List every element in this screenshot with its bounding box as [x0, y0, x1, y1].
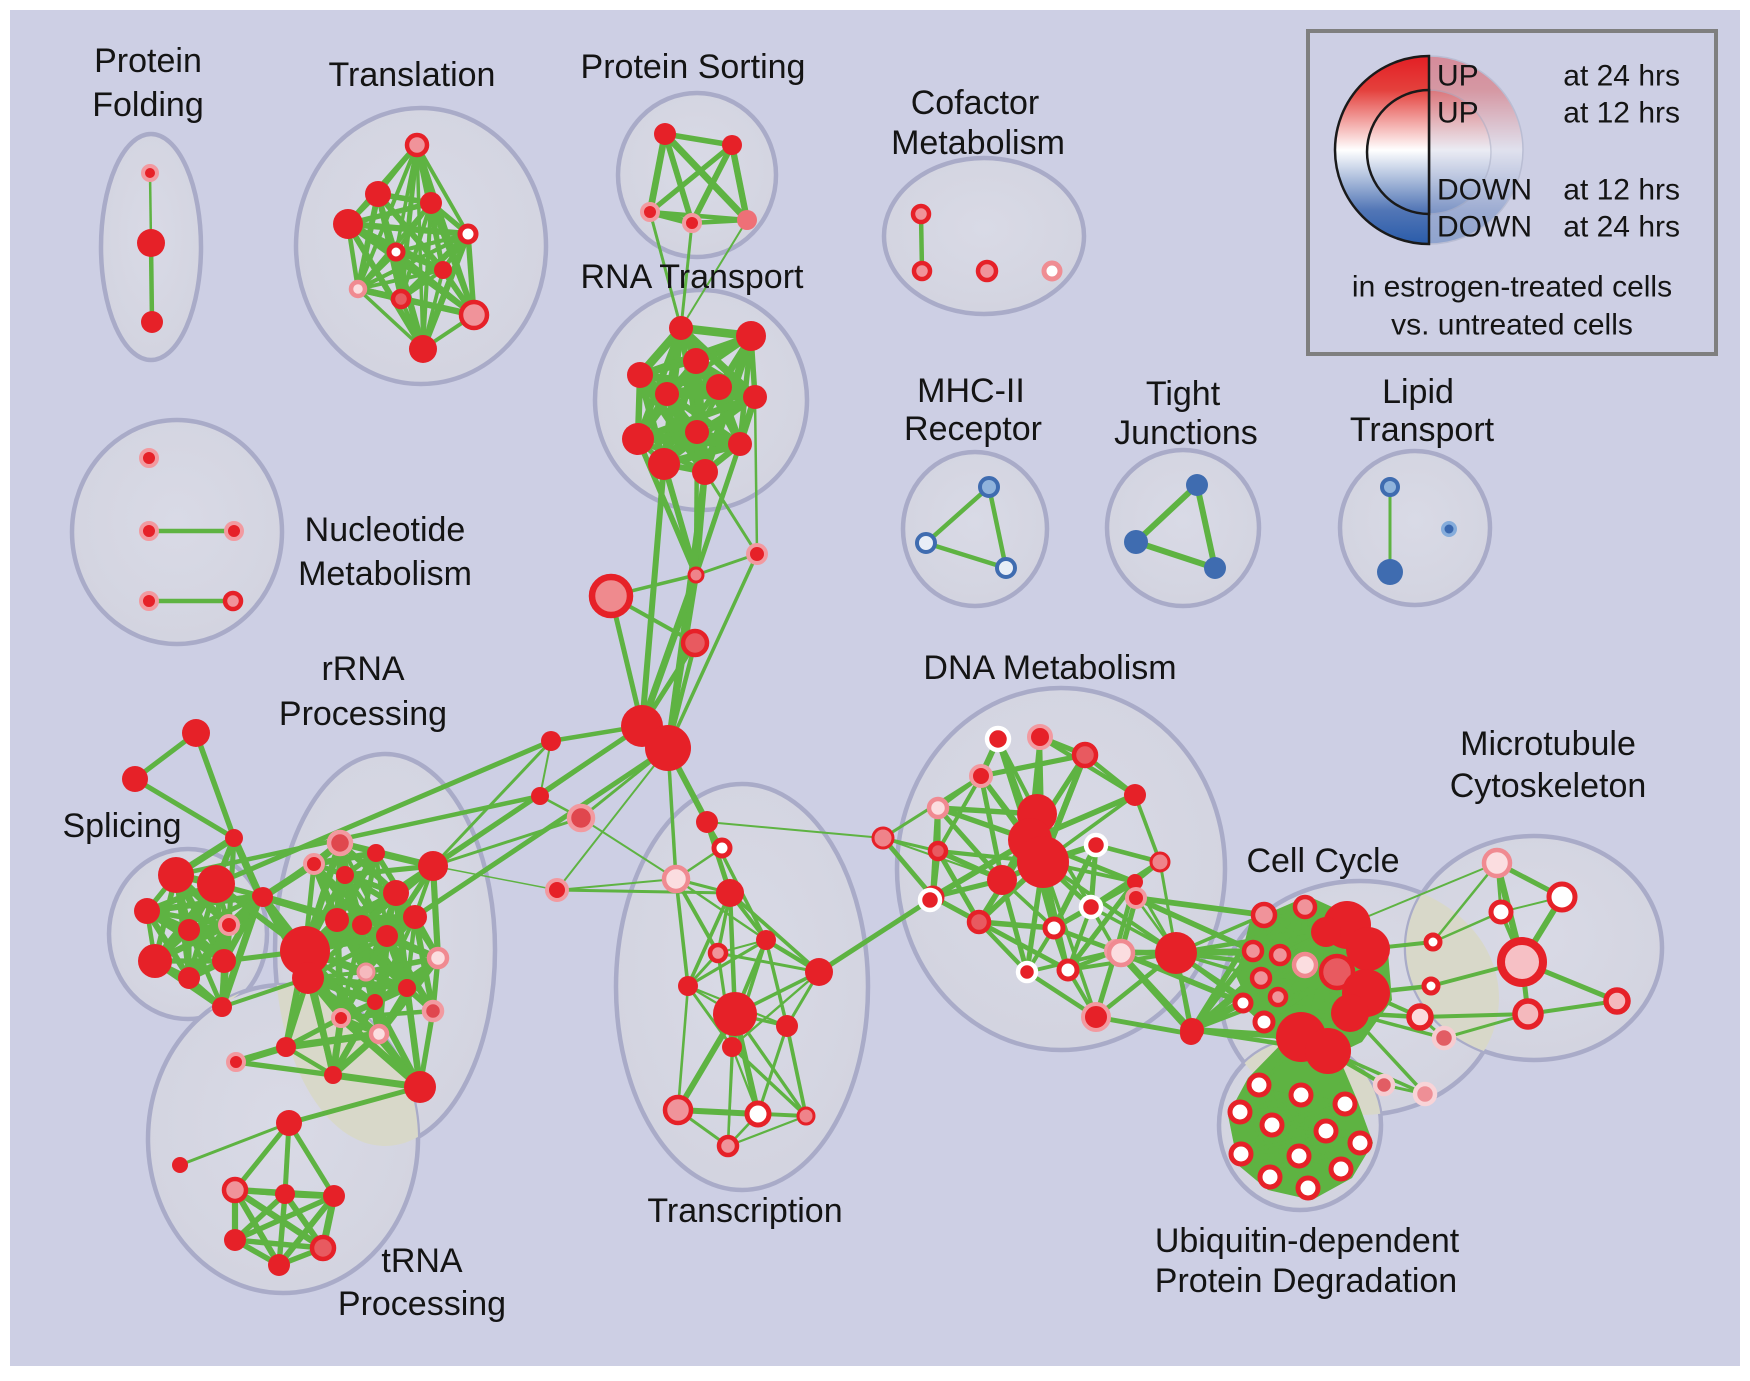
- svg-text:DOWN: DOWN: [1437, 174, 1532, 207]
- svg-text:Splicing: Splicing: [62, 807, 181, 845]
- svg-text:Protein: Protein: [94, 42, 202, 80]
- svg-text:Transport: Transport: [1350, 411, 1495, 449]
- svg-text:Ubiquitin-dependent: Ubiquitin-dependent: [1155, 1222, 1460, 1260]
- svg-text:DNA Metabolism: DNA Metabolism: [923, 649, 1176, 687]
- svg-text:Microtubule: Microtubule: [1460, 725, 1636, 763]
- svg-text:at 24 hrs: at 24 hrs: [1563, 60, 1680, 93]
- svg-text:Processing: Processing: [279, 695, 447, 733]
- svg-text:Transcription: Transcription: [647, 1192, 842, 1230]
- svg-text:MHC-II: MHC-II: [917, 372, 1025, 410]
- svg-text:Folding: Folding: [92, 86, 204, 124]
- svg-text:Translation: Translation: [329, 56, 496, 94]
- svg-text:RNA Transport: RNA Transport: [581, 258, 805, 296]
- svg-text:at 12 hrs: at 12 hrs: [1563, 97, 1680, 130]
- svg-text:DOWN: DOWN: [1437, 211, 1532, 244]
- svg-text:Lipid: Lipid: [1382, 373, 1454, 411]
- svg-text:Cell Cycle: Cell Cycle: [1246, 842, 1399, 880]
- svg-text:Tight: Tight: [1146, 375, 1221, 413]
- svg-text:in estrogen-treated cells: in estrogen-treated cells: [1352, 271, 1672, 304]
- svg-text:Cytoskeleton: Cytoskeleton: [1450, 767, 1647, 805]
- svg-text:tRNA: tRNA: [381, 1242, 463, 1280]
- svg-text:Receptor: Receptor: [904, 410, 1042, 448]
- svg-text:Cofactor: Cofactor: [911, 84, 1040, 122]
- svg-text:Processing: Processing: [338, 1285, 506, 1323]
- svg-text:Protein Sorting: Protein Sorting: [581, 48, 806, 86]
- svg-text:rRNA: rRNA: [321, 650, 404, 688]
- svg-text:Junctions: Junctions: [1114, 414, 1258, 452]
- svg-text:at 24 hrs: at 24 hrs: [1563, 211, 1680, 244]
- svg-text:Metabolism: Metabolism: [298, 555, 472, 593]
- svg-text:at 12 hrs: at 12 hrs: [1563, 174, 1680, 207]
- svg-text:Nucleotide: Nucleotide: [305, 511, 466, 549]
- svg-text:UP: UP: [1437, 97, 1479, 130]
- svg-text:Protein Degradation: Protein Degradation: [1155, 1262, 1457, 1300]
- svg-text:vs. untreated cells: vs. untreated cells: [1391, 309, 1633, 342]
- svg-text:Metabolism: Metabolism: [891, 124, 1065, 162]
- svg-text:UP: UP: [1437, 60, 1479, 93]
